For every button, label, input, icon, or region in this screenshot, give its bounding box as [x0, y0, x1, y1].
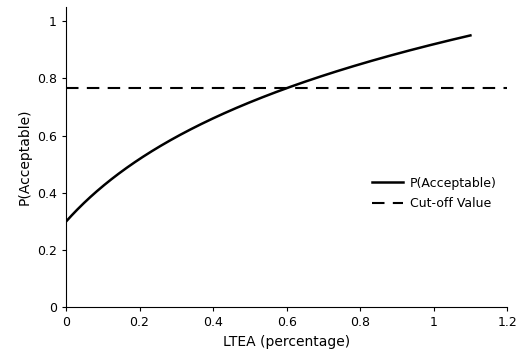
P(Acceptable) [395, 52, 401, 56]
P(Acceptable) [282, 87, 288, 91]
P(Acceptable) [457, 36, 464, 40]
P(Acceptable) [257, 96, 264, 100]
Legend: P(Acceptable), Cut-off Value: P(Acceptable), Cut-off Value [372, 177, 497, 210]
Line: P(Acceptable): P(Acceptable) [66, 35, 471, 221]
Y-axis label: P(Acceptable): P(Acceptable) [17, 109, 31, 205]
X-axis label: LTEA (percentage): LTEA (percentage) [223, 335, 350, 349]
P(Acceptable) [63, 219, 69, 224]
P(Acceptable) [467, 33, 474, 37]
P(Acceptable) [303, 79, 310, 83]
P(Acceptable) [255, 97, 261, 101]
